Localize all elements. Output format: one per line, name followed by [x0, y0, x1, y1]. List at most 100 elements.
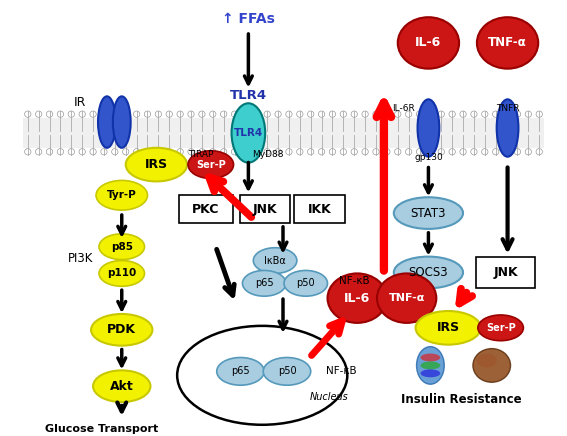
Circle shape — [264, 149, 270, 155]
Circle shape — [427, 149, 434, 155]
Text: TLR4: TLR4 — [234, 128, 263, 138]
Circle shape — [340, 111, 346, 117]
Circle shape — [264, 111, 270, 117]
Ellipse shape — [328, 273, 387, 323]
Ellipse shape — [243, 270, 286, 296]
Circle shape — [514, 111, 521, 117]
Text: Nucleus: Nucleus — [310, 392, 349, 402]
Circle shape — [36, 149, 42, 155]
Ellipse shape — [217, 358, 264, 385]
Circle shape — [231, 111, 238, 117]
Ellipse shape — [188, 151, 234, 178]
Text: IκBα: IκBα — [264, 255, 286, 266]
Text: p110: p110 — [107, 269, 137, 279]
Ellipse shape — [394, 257, 463, 288]
Circle shape — [188, 111, 194, 117]
Ellipse shape — [177, 326, 348, 425]
Circle shape — [493, 111, 499, 117]
Text: TIRAP: TIRAP — [188, 150, 214, 159]
Circle shape — [242, 111, 248, 117]
Ellipse shape — [99, 234, 145, 259]
Circle shape — [384, 111, 390, 117]
Circle shape — [449, 149, 455, 155]
Circle shape — [79, 111, 86, 117]
Circle shape — [416, 149, 422, 155]
Text: TLR4: TLR4 — [230, 89, 267, 102]
Circle shape — [395, 111, 401, 117]
Text: TNFR: TNFR — [496, 104, 519, 113]
Ellipse shape — [284, 270, 328, 296]
Ellipse shape — [126, 148, 187, 181]
Text: p50: p50 — [297, 278, 315, 288]
Circle shape — [536, 149, 543, 155]
Circle shape — [46, 111, 53, 117]
Circle shape — [24, 111, 31, 117]
Circle shape — [90, 111, 96, 117]
Text: IRS: IRS — [145, 158, 168, 171]
Text: TNF-α: TNF-α — [488, 37, 527, 49]
Text: PDK: PDK — [107, 324, 136, 336]
Circle shape — [362, 111, 369, 117]
Circle shape — [286, 149, 292, 155]
Text: p50: p50 — [278, 366, 297, 376]
Ellipse shape — [478, 315, 523, 341]
Text: p65: p65 — [231, 366, 250, 376]
Circle shape — [405, 111, 412, 117]
Text: p65: p65 — [255, 278, 273, 288]
Circle shape — [275, 111, 281, 117]
Circle shape — [307, 111, 314, 117]
Circle shape — [340, 149, 346, 155]
Text: Akt: Akt — [110, 380, 134, 393]
FancyBboxPatch shape — [240, 195, 290, 224]
Circle shape — [68, 149, 74, 155]
Text: Ser-P: Ser-P — [196, 160, 226, 170]
Circle shape — [101, 149, 107, 155]
Text: Tyr-P: Tyr-P — [107, 190, 137, 200]
Circle shape — [253, 111, 260, 117]
Text: JNK: JNK — [253, 203, 277, 216]
Circle shape — [319, 111, 325, 117]
Text: Ser-P: Ser-P — [486, 323, 515, 333]
Circle shape — [177, 111, 183, 117]
Circle shape — [405, 149, 412, 155]
Text: SOCS3: SOCS3 — [409, 266, 448, 279]
Ellipse shape — [377, 273, 437, 323]
Ellipse shape — [91, 314, 153, 346]
Text: IR: IR — [74, 96, 86, 109]
Circle shape — [221, 111, 227, 117]
Text: PI3K: PI3K — [67, 252, 93, 265]
Circle shape — [166, 111, 172, 117]
Circle shape — [373, 111, 379, 117]
Bar — [23, 118, 544, 148]
Text: MyD88: MyD88 — [252, 150, 284, 159]
Ellipse shape — [98, 96, 116, 148]
Circle shape — [188, 149, 194, 155]
Circle shape — [253, 149, 260, 155]
Ellipse shape — [398, 17, 459, 68]
Circle shape — [438, 111, 445, 117]
Circle shape — [438, 149, 445, 155]
Text: NF-κB: NF-κB — [340, 276, 370, 286]
Text: IL-6R: IL-6R — [392, 104, 415, 113]
Circle shape — [351, 111, 357, 117]
Text: IRS: IRS — [437, 321, 460, 334]
Ellipse shape — [497, 99, 518, 157]
Circle shape — [79, 149, 86, 155]
Circle shape — [536, 111, 543, 117]
Text: Glucose Transport: Glucose Transport — [45, 424, 159, 434]
Circle shape — [307, 149, 314, 155]
Ellipse shape — [417, 99, 439, 157]
Ellipse shape — [93, 370, 150, 402]
Circle shape — [36, 111, 42, 117]
Circle shape — [297, 111, 303, 117]
Circle shape — [514, 149, 521, 155]
FancyBboxPatch shape — [476, 257, 535, 288]
Circle shape — [503, 149, 510, 155]
Circle shape — [384, 149, 390, 155]
Text: IL-6: IL-6 — [415, 37, 442, 49]
Text: JNK: JNK — [493, 266, 518, 279]
Circle shape — [155, 111, 162, 117]
FancyBboxPatch shape — [179, 195, 233, 224]
Circle shape — [24, 149, 31, 155]
Circle shape — [481, 111, 488, 117]
